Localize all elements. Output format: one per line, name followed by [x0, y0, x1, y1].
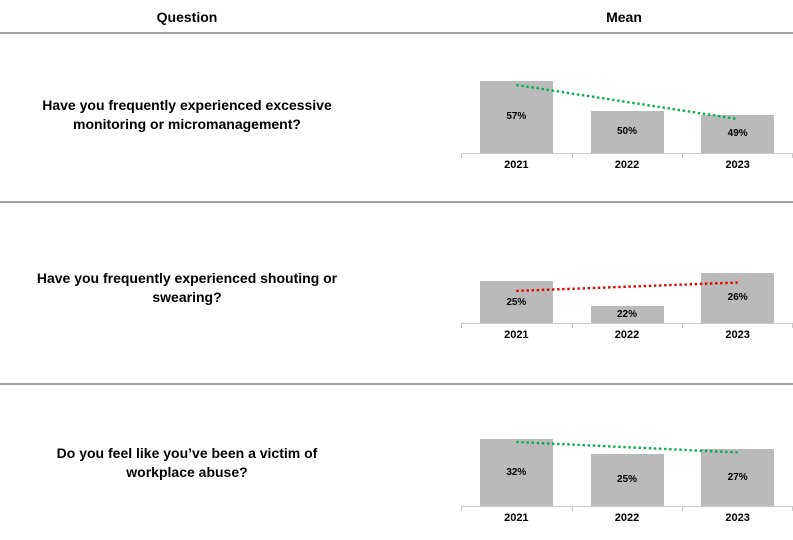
bar-value-label: 25% [506, 296, 527, 308]
bar-2022: 50% [590, 110, 664, 153]
question-line: swearing? [152, 289, 222, 305]
row-divider-2 [0, 383, 793, 385]
axis-tick [682, 506, 684, 511]
question-line: workplace abuse? [126, 463, 248, 480]
year-label: 2022 [614, 512, 640, 524]
bar-value-label: 32% [506, 466, 527, 478]
axis-tick [571, 506, 573, 511]
x-axis [461, 153, 793, 154]
bar-2021: 32% [479, 438, 553, 506]
x-axis [461, 506, 793, 507]
bar-value-label: 22% [616, 309, 637, 321]
bar-2021: 25% [479, 281, 553, 323]
question-line: Do you feel like you’ve been a victim of [56, 444, 318, 461]
axis-tick [682, 323, 684, 328]
question-line: Have you frequently experienced shouting… [36, 270, 338, 286]
header-divider [0, 32, 793, 34]
year-label: 2022 [614, 329, 640, 341]
bar-value-label: 25% [616, 474, 637, 486]
bar-2023: 49% [701, 114, 775, 153]
axis-tick [461, 506, 462, 511]
year-label: 2021 [504, 512, 529, 524]
bar-value-label: 49% [727, 128, 748, 140]
question-line: Have you frequently experienced excessiv… [42, 97, 332, 113]
year-label: 2023 [725, 512, 750, 524]
question-text-2: Have you frequently experienced shouting… [4, 203, 370, 373]
question-line: monitoring or micromanagement? [73, 116, 301, 132]
axis-tick [571, 323, 573, 328]
column-header-mean-label: Mean [606, 8, 642, 25]
bar-2023: 26% [701, 272, 775, 323]
row-divider-1 [0, 201, 793, 203]
axis-tick [461, 153, 462, 158]
bar-2021: 57% [479, 80, 553, 153]
axis-tick [682, 153, 684, 158]
question-text-3: Do you feel like you’ve been a victim of… [4, 385, 370, 540]
bar-value-label: 27% [727, 472, 748, 484]
x-axis [461, 323, 793, 324]
year-label: 2023 [725, 329, 750, 341]
year-label: 2021 [504, 159, 529, 171]
axis-tick [461, 323, 462, 328]
bar-value-label: 57% [506, 111, 527, 123]
column-header-question: Question [0, 0, 374, 33]
bar-value-label: 50% [616, 126, 637, 138]
column-header-mean: Mean [455, 0, 793, 33]
year-label: 2023 [725, 159, 750, 171]
year-label: 2022 [614, 159, 640, 171]
column-header-question-label: Question [156, 8, 218, 25]
bar-2022: 22% [590, 306, 664, 323]
question-text-1: Have you frequently experienced excessiv… [4, 34, 370, 196]
year-label: 2021 [504, 329, 529, 341]
bar-value-label: 26% [727, 292, 748, 304]
axis-tick [571, 153, 573, 158]
bar-2022: 25% [590, 453, 664, 506]
bar-2023: 27% [701, 449, 775, 506]
